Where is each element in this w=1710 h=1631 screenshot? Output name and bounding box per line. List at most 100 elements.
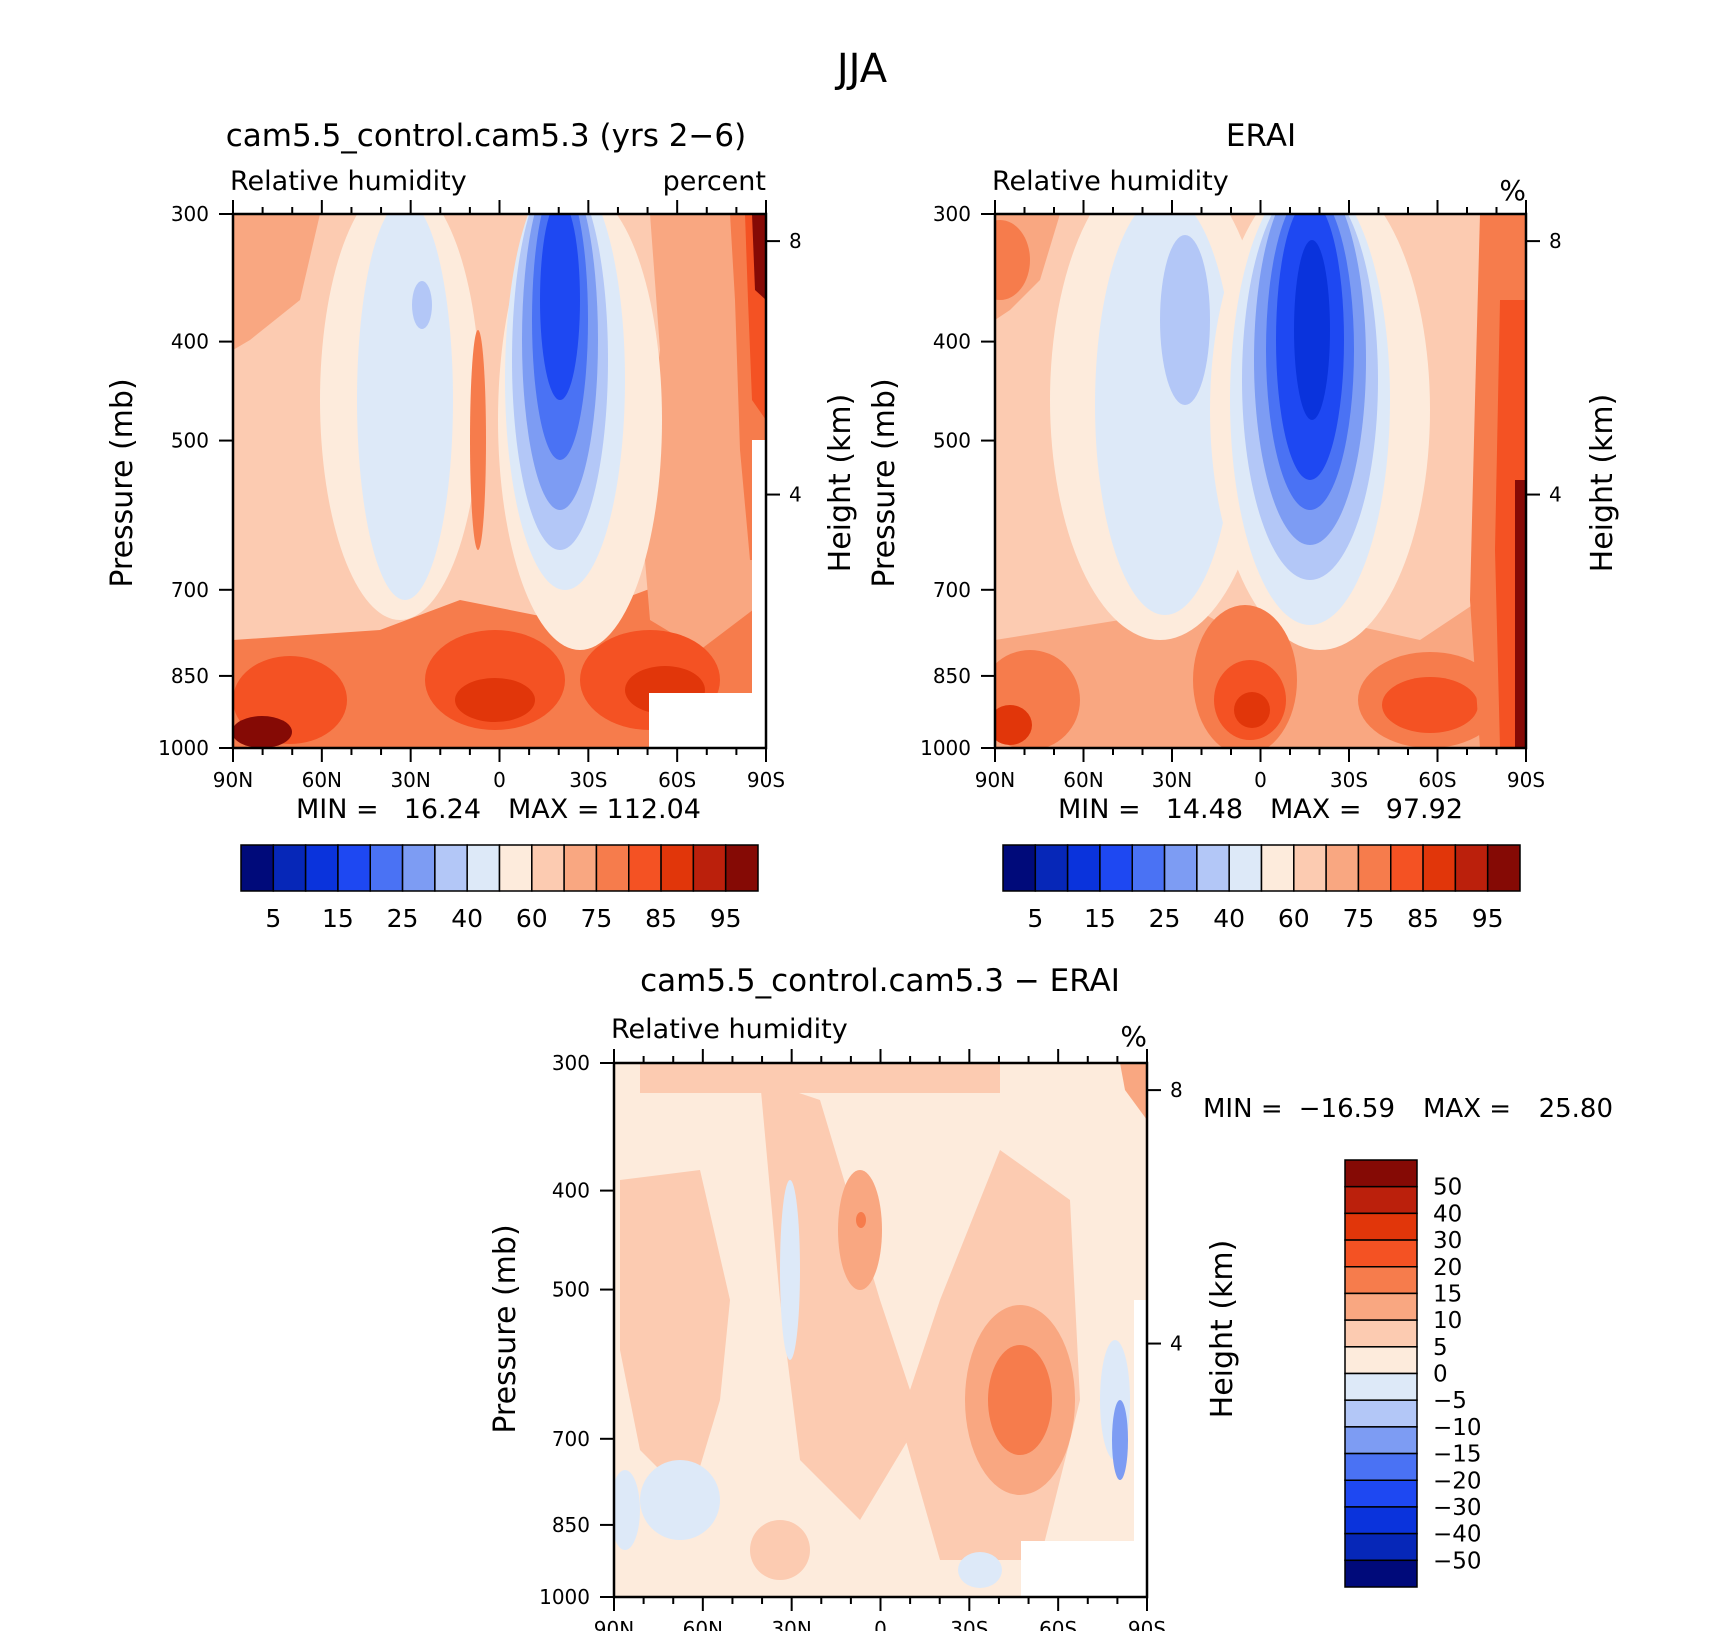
shade-neg-5 (1112, 1400, 1128, 1480)
colorbar-label: 50 (1433, 1175, 1462, 1201)
panel-diff-field (614, 1063, 1147, 1597)
colorbar-swatch (1344, 1479, 1418, 1508)
panel-obs-colorbar: 5 15 25 40 60 75 85 95 (1002, 844, 1521, 933)
colorbar-label: 5 (1433, 1335, 1448, 1361)
colorbar-swatch (1344, 1452, 1418, 1481)
shade-pole-3 (752, 214, 766, 300)
panel-diff-axes: 90N 60N 30N 0 30S 60S 90S 300 400 500 700 850 1000 8 4 (539, 1049, 1183, 1631)
panel-obs: ERAI Relative humidity % 90N 60N 30N 0 30S 60… (867, 118, 1620, 933)
y-tick-label: 1000 (158, 736, 209, 760)
shade-missing-corner (1021, 1541, 1147, 1597)
panel-model-ylabel: Pressure (mb) (105, 378, 140, 587)
panel-obs-units: % (1499, 174, 1526, 207)
panel-diff-min-label: MIN = (1203, 1094, 1283, 1124)
shade-nh-cap (233, 214, 320, 350)
y-right-tick-label: 4 (789, 483, 802, 507)
colorbar-label: 95 (1472, 904, 1504, 933)
colorbar-label: 15 (1433, 1281, 1462, 1307)
colorbar-swatch (1344, 1266, 1418, 1295)
shade-pole-3 (1515, 480, 1526, 748)
x-tick-label: 60N (683, 1617, 723, 1631)
colorbar-swatch (1357, 844, 1392, 892)
panel-diff-ylabel-right: Height (km) (1205, 1240, 1240, 1419)
colorbar-swatch (1486, 844, 1521, 892)
shade-sh-warm-core (988, 1345, 1052, 1455)
colorbar-swatch (1344, 1506, 1418, 1535)
y-tick-label: 500 (171, 429, 209, 453)
colorbar-swatch (1344, 1159, 1418, 1188)
shade-dry-nh (357, 214, 453, 600)
x-tick-label: 60S (1418, 768, 1456, 792)
x-tick-label: 60N (1063, 768, 1103, 792)
colorbar-label: 40 (1433, 1201, 1462, 1227)
x-tick-label: 90N (594, 1617, 634, 1631)
y-tick-label: 400 (552, 1179, 590, 1203)
panel-model-min-label: MIN = (296, 794, 379, 825)
panel-model-colorbar: 5 15 25 40 60 75 85 95 (240, 844, 759, 933)
x-tick-label: 30S (1330, 768, 1368, 792)
y-right-tick-label: 8 (1549, 229, 1562, 253)
y-tick-label: 850 (933, 664, 971, 688)
colorbar-swatch (369, 844, 404, 892)
shade-sh-band (640, 214, 766, 650)
x-tick-label: 30S (569, 768, 607, 792)
shade-eq-surface-3 (1234, 692, 1270, 728)
colorbar-swatch (1390, 844, 1424, 892)
panel-diff-max-value: 25.80 (1539, 1094, 1613, 1124)
x-tick-label: 0 (1254, 768, 1267, 792)
panel-model: cam5.5_control.cam5.3 (yrs 2−6) Relative… (105, 118, 858, 933)
panel-model-max-label: MAX = (508, 794, 599, 825)
y-tick-label: 400 (933, 330, 971, 354)
panel-model-axes: 90N 60N 30N 0 30S 60S 90S 300 400 500 700 850 1000 8 4 (158, 200, 802, 792)
x-tick-label: 60S (1039, 1617, 1077, 1631)
y-tick-label: 850 (552, 1513, 590, 1537)
y-tick-label: 300 (552, 1051, 590, 1075)
colorbar-swatch (1002, 844, 1037, 892)
shade-trop-band (470, 330, 486, 550)
colorbar-swatch (1344, 1426, 1418, 1455)
panel-model-units: percent (663, 166, 766, 197)
colorbar-swatch (1344, 1559, 1418, 1588)
colorbar-swatch (466, 844, 501, 892)
x-tick-label: 60N (302, 768, 342, 792)
colorbar-swatch (1422, 844, 1457, 892)
colorbar-label: 85 (1407, 904, 1439, 933)
shade-band-mid (760, 1080, 920, 1520)
panel-diff-title: cam5.5_control.cam5.3 − ERAI (640, 963, 1120, 999)
colorbar-label: 25 (387, 904, 419, 933)
panel-diff-ylabel: Pressure (mb) (488, 1224, 523, 1433)
colorbar-swatch (401, 844, 436, 892)
x-tick-label: 0 (493, 768, 506, 792)
colorbar-label: 30 (1433, 1228, 1462, 1254)
colorbar-swatch (1454, 844, 1489, 892)
y-tick-label: 500 (552, 1278, 590, 1302)
x-tick-label: 0 (874, 1617, 887, 1631)
colorbar-swatch (304, 844, 339, 892)
shade-sh-surface-2 (1382, 677, 1478, 733)
panel-diff-min-value: −16.59 (1299, 1094, 1395, 1124)
panel-obs-max-value: 97.92 (1386, 794, 1463, 825)
colorbar-label: −50 (1433, 1548, 1482, 1574)
colorbar-label: −5 (1433, 1388, 1467, 1414)
panel-diff-max-label: MAX = (1423, 1094, 1511, 1124)
colorbar-swatch (240, 844, 275, 892)
colorbar-swatch (563, 844, 598, 892)
x-tick-label: 90S (747, 768, 785, 792)
colorbar-label: −20 (1433, 1468, 1482, 1494)
panel-obs-min-label: MIN = (1058, 794, 1141, 825)
x-tick-label: 90N (975, 768, 1015, 792)
panel-diff: cam5.5_control.cam5.3 − ERAI Relative hu… (488, 963, 1613, 1631)
x-tick-label: 30N (390, 768, 430, 792)
colorbar-swatch (434, 844, 468, 892)
colorbar-label: 20 (1433, 1255, 1462, 1281)
colorbar-label: −40 (1433, 1522, 1482, 1548)
colorbar-swatch (1228, 844, 1263, 892)
panel-model-title: cam5.5_control.cam5.3 (yrs 2−6) (226, 118, 746, 154)
colorbar-swatch (531, 844, 565, 892)
colorbar-swatch (1293, 844, 1327, 892)
shade-eq-surface-2 (455, 678, 535, 722)
colorbar-swatch (1344, 1399, 1418, 1428)
colorbar-swatch (1163, 844, 1198, 892)
